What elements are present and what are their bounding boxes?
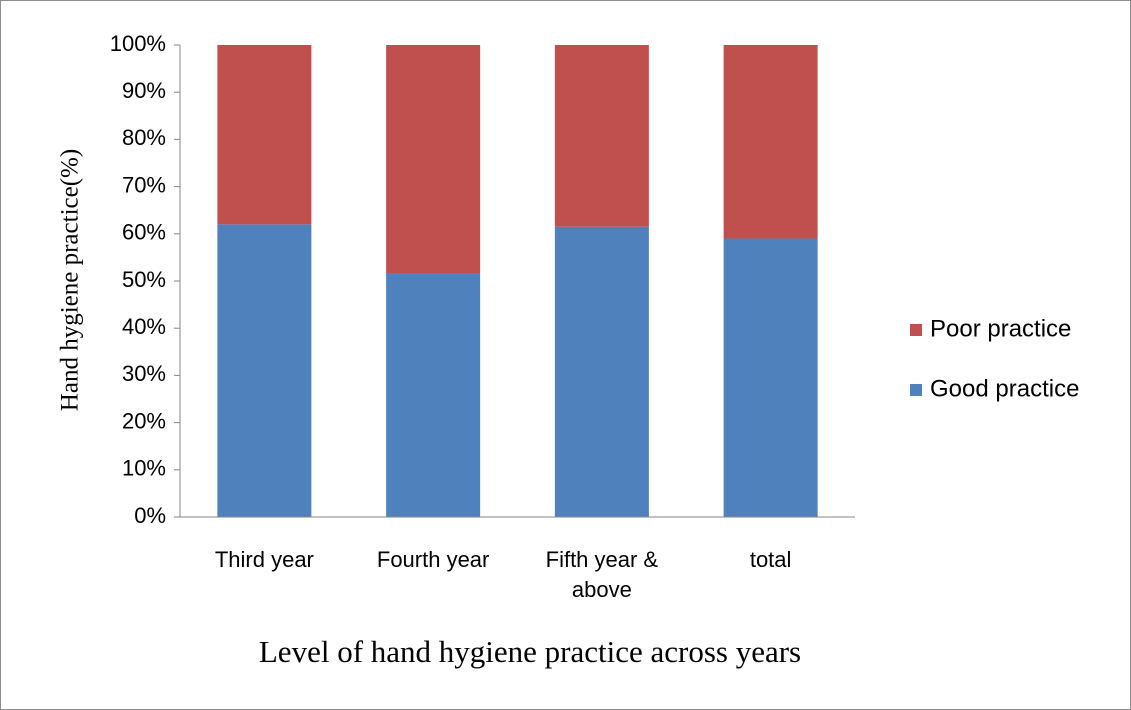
x-tick-label: Fifth year & above	[545, 547, 659, 602]
y-tick-label: 80%	[122, 125, 166, 150]
bar-segment	[217, 45, 312, 225]
bar-segment	[386, 45, 481, 274]
y-axis-title: Hand hygiene practice(%)	[57, 149, 84, 411]
bar-segment	[723, 238, 818, 517]
y-tick-label: 50%	[122, 267, 166, 292]
bar-segment	[217, 224, 312, 518]
y-tick-label: 90%	[122, 78, 166, 103]
legend-label: Poor practice	[930, 315, 1071, 342]
bar-segment	[723, 45, 818, 239]
y-tick-label: 0%	[134, 503, 166, 528]
legend-swatch	[910, 384, 922, 396]
x-tick-label: total	[749, 547, 792, 572]
y-tick-label: 60%	[122, 220, 166, 245]
y-tick-label: 20%	[122, 408, 166, 433]
x-tick-label: Fourth year	[376, 547, 490, 572]
bar-segment	[386, 273, 481, 517]
bar-segment	[554, 226, 649, 517]
y-tick-label: 10%	[122, 456, 166, 481]
y-tick-label: 30%	[122, 361, 166, 386]
x-axis-title: Level of hand hygiene practice across ye…	[259, 634, 801, 669]
y-tick-label: 70%	[122, 172, 166, 197]
legend-swatch	[910, 324, 922, 336]
bar-segment	[554, 45, 649, 227]
y-tick-label: 100%	[110, 31, 166, 56]
y-tick-label: 40%	[122, 314, 166, 339]
legend-label: Good practice	[930, 375, 1079, 402]
x-tick-label: Third year	[214, 547, 314, 572]
